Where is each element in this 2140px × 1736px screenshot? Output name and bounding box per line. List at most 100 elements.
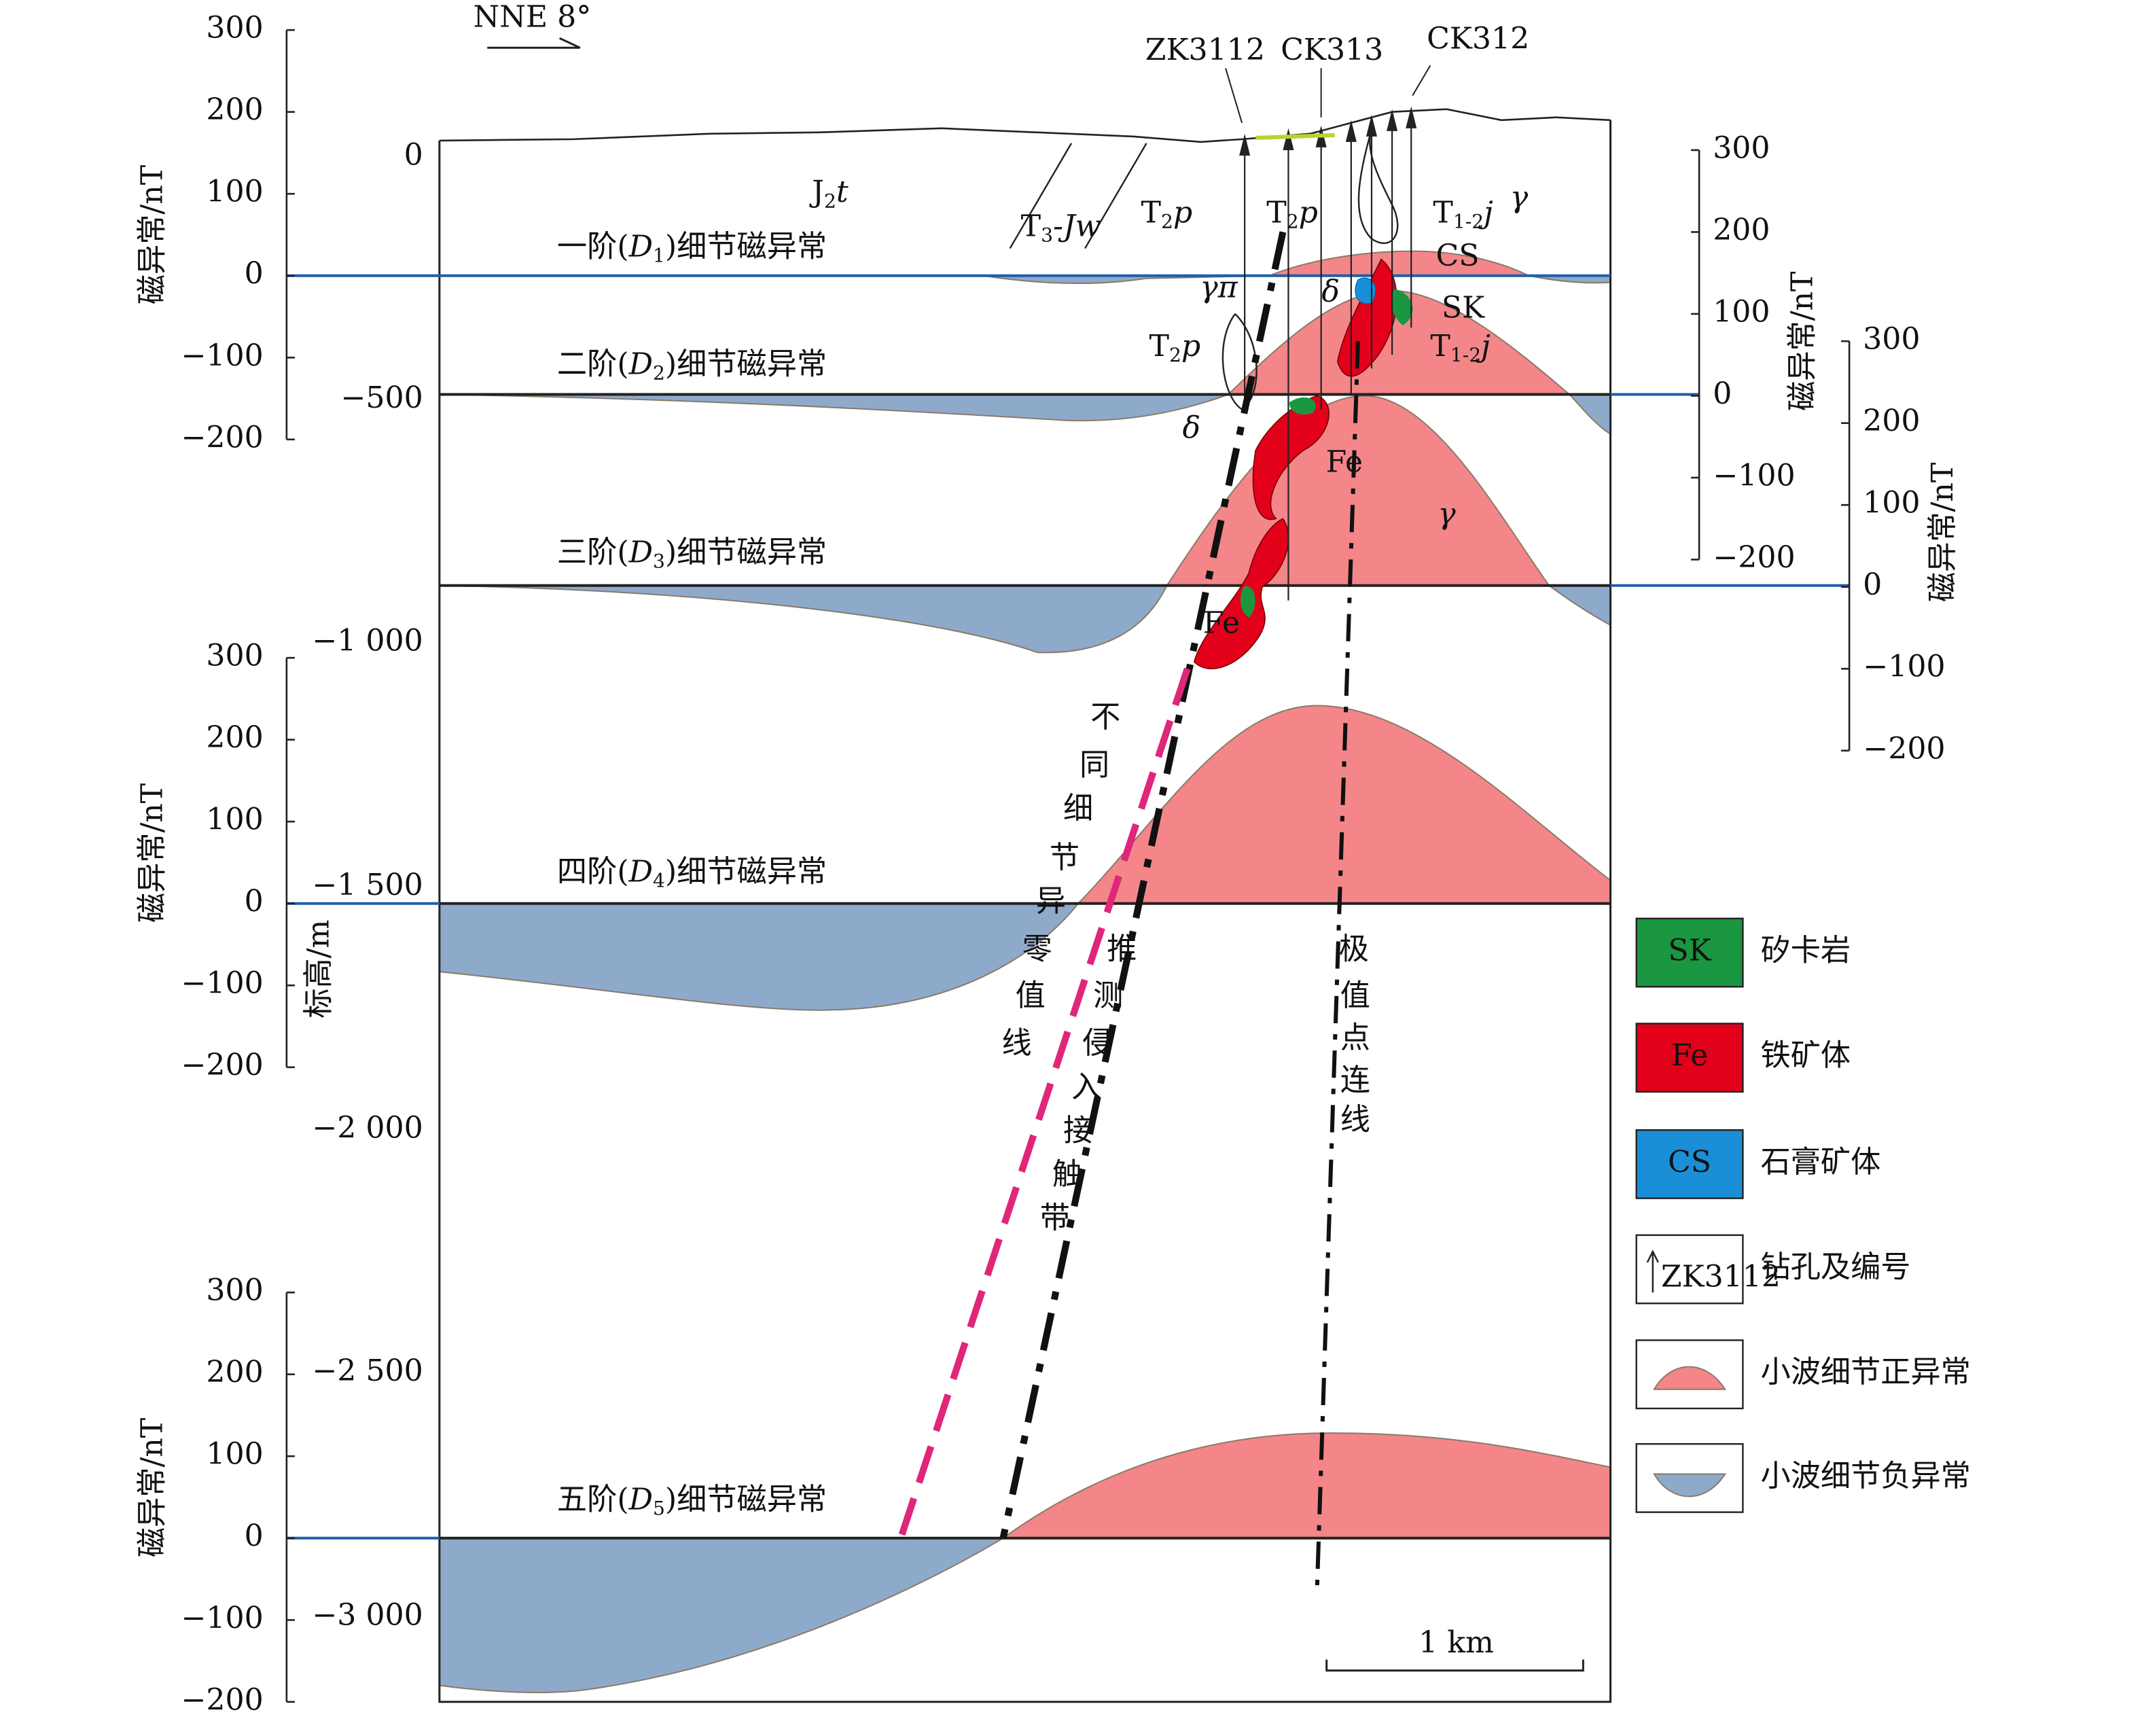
label-subscript: 1-2 [1450,344,1481,366]
drill-arrow [1387,109,1398,131]
label-subscript: 4 [653,869,665,891]
drill-hole-label: CK312 [1427,22,1529,56]
label-part: T [1430,329,1450,364]
anomaly-tick-label: 300 [206,11,263,46]
elevation-tick-label: 0 [404,137,423,172]
elevation-axis-label: 标高/m [302,920,336,1018]
extreme-point-line [1315,341,1360,1591]
rock-label: δ [1321,274,1340,308]
anomaly-tick-label: 300 [206,639,263,673]
drill-arrow [1239,133,1251,156]
label-part: -Jw [1053,209,1101,243]
scale-bar-label: 1 km [1419,1625,1494,1660]
drill-arrow [1406,106,1417,128]
label-subscript: 3 [1041,224,1053,246]
skarn-body [1289,397,1316,414]
label-part: J [809,175,824,209]
label-symbol: D [628,347,653,381]
label-part: 三阶( [557,535,629,569]
anomaly-level-label: 三阶(D3)细节磁异常 [557,535,827,572]
drill-hole-label: CK313 [1281,33,1383,67]
label-part: p [1181,329,1200,364]
elevation-tick-label: −2 500 [312,1353,423,1388]
surface-mark [1255,132,1335,140]
anomaly-tick-label: 100 [206,1437,263,1472]
skarn-body [1241,586,1255,618]
fault [1009,143,1073,249]
label-part: )细节磁异常 [665,854,827,889]
legend-key: Fe [1671,1038,1708,1073]
rock-label: γπ [1200,270,1238,304]
anomaly-tick-label: 0 [245,256,264,291]
anomaly-tick-label: 200 [206,1355,263,1389]
label-subscript: 2 [1161,210,1173,232]
negative-anomaly [438,1537,1006,1693]
legend-positive [1653,1366,1727,1390]
rock-label: γ [1438,497,1456,531]
label-subscript: 2 [1287,210,1299,232]
direction-arrow [487,37,581,49]
anomaly-axis-label: 磁异常/nT [135,1417,170,1557]
anomaly-tick-label: −200 [181,1048,263,1082]
zero-value-line [999,231,1287,1539]
label-part: t [836,175,849,209]
anomaly-tick-label: −100 [1863,650,1945,684]
label-part: 一阶( [557,229,629,264]
legend-label: 矽卡岩 [1761,934,1851,968]
label-subscript: 1-2 [1453,210,1484,232]
anomaly-tick-label: 100 [206,175,263,209]
section-frame [438,120,1612,1703]
elevation-tick-label: −3 000 [312,1598,423,1633]
elevation-tick-label: −1 000 [312,624,423,658]
label-part: T [1021,209,1041,243]
anomaly-axis-label: 磁异常/nT [135,164,170,304]
anomaly-tick-label: 0 [245,884,264,919]
label-part: T [1149,329,1170,364]
negative-anomaly [439,393,1611,436]
legend-label: 小波细节正异常 [1761,1355,1971,1389]
legend-label: 铁矿体 [1761,1038,1851,1073]
drill-pointer [1412,65,1431,96]
strata-label: J2t [809,175,849,212]
label-part: 二阶( [557,347,629,381]
anomaly-level-label: 一阶(D1)细节磁异常 [557,229,827,266]
rock-label: SK [1442,290,1485,325]
anomaly-tick-label: 300 [206,1273,263,1308]
gypsum-body [1355,277,1376,304]
anomaly-tick-label: −200 [181,1682,263,1717]
label-part: p [1173,195,1192,230]
legend-drill-icon [1646,1250,1659,1293]
direction-label: NNE 8° [474,0,592,35]
anomaly-tick-label: −100 [181,1601,263,1635]
rock-label: CS [1435,238,1479,273]
anomaly-tick-label: 0 [245,1519,264,1553]
anomaly-tick-label: −100 [181,338,263,373]
anomaly-tick-label: 200 [1863,404,1920,438]
strata-label: T3-Jw [1021,209,1101,246]
anomaly-tick-label: −200 [1713,540,1795,575]
legend-label: 钻孔及编号 [1761,1250,1911,1285]
label-part: )细节磁异常 [665,347,827,381]
strata-label: T1-2j [1433,195,1493,232]
legend-label: 小波细节负异常 [1761,1459,1971,1493]
legend-box [1635,1023,1744,1093]
strata-label: T2p [1266,195,1318,232]
anomaly-axis-label: 磁异常/nT [1925,462,1960,602]
extreme-line-label: 极值点连线 [1339,932,1370,1137]
label-part: )细节磁异常 [665,229,827,264]
anomaly-tick-label: 0 [1713,376,1732,411]
rock-label: δ [1182,410,1200,445]
legend-key: ZK3112 [1661,1260,1781,1294]
scale-bar [1325,1659,1584,1672]
iron-ore-body [1252,395,1330,520]
drill-arrow [1283,128,1294,150]
anomaly-level-label: 四阶(D4)细节磁异常 [557,854,827,891]
anomaly-tick-label: 300 [1713,130,1770,165]
drill-arrow [1366,114,1378,137]
rock-label: Fe [1203,605,1240,640]
label-subscript: 5 [653,1497,665,1519]
anomaly-tick-label: 100 [1863,486,1920,520]
topography [439,108,1611,143]
anomaly-level-label: 五阶(D5)细节磁异常 [557,1482,827,1519]
label-symbol: D [628,854,653,889]
